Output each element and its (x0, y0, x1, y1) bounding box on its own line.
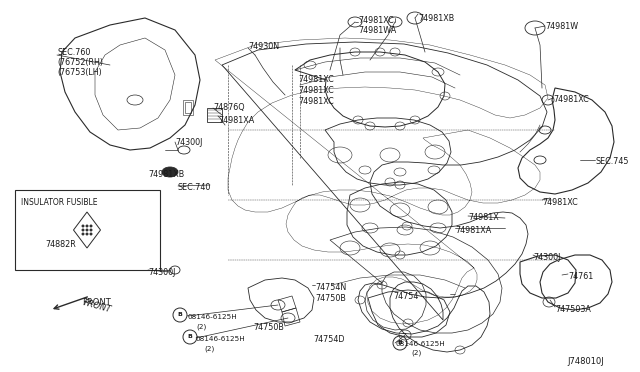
Text: 74981XC: 74981XC (298, 97, 333, 106)
Text: 08146-6125H: 08146-6125H (188, 314, 237, 320)
Text: 74754D: 74754D (313, 335, 344, 344)
Text: 747503A: 747503A (555, 305, 591, 314)
Text: 74750B: 74750B (253, 323, 284, 332)
Text: 74981XA: 74981XA (218, 116, 254, 125)
Ellipse shape (90, 229, 92, 231)
Text: (76753(LH): (76753(LH) (57, 68, 102, 77)
Ellipse shape (82, 225, 84, 227)
Text: 74981W: 74981W (545, 22, 578, 31)
Text: (2): (2) (204, 345, 214, 352)
Text: 74981X: 74981X (468, 213, 499, 222)
Ellipse shape (86, 225, 88, 227)
Ellipse shape (90, 233, 92, 235)
Ellipse shape (82, 233, 84, 235)
Text: 74981XA: 74981XA (455, 226, 492, 235)
Text: 74981XB: 74981XB (148, 170, 184, 179)
Text: 74300J: 74300J (148, 268, 175, 277)
Text: 74981XC: 74981XC (553, 95, 589, 104)
Text: (76752(RH): (76752(RH) (57, 58, 103, 67)
Text: 74981WA: 74981WA (358, 26, 396, 35)
Ellipse shape (90, 225, 92, 227)
Text: 74876Q: 74876Q (213, 103, 244, 112)
Text: FRONT: FRONT (82, 298, 111, 307)
Text: 74882R: 74882R (45, 240, 76, 249)
Text: 08146-6125H: 08146-6125H (395, 341, 445, 347)
Text: SEC.740: SEC.740 (178, 183, 211, 192)
Ellipse shape (86, 229, 88, 231)
Text: FRONT: FRONT (82, 298, 112, 314)
Text: SEC.745: SEC.745 (595, 157, 628, 166)
Text: 74754N: 74754N (315, 283, 346, 292)
Text: 74981XB: 74981XB (418, 14, 454, 23)
Text: 74761: 74761 (568, 272, 593, 281)
Text: 74750B: 74750B (315, 294, 346, 303)
Ellipse shape (86, 233, 88, 235)
Text: 08146-6125H: 08146-6125H (196, 336, 246, 342)
Ellipse shape (82, 229, 84, 231)
Text: 74754: 74754 (393, 292, 419, 301)
Text: 74930N: 74930N (248, 42, 279, 51)
Text: INSULATOR FUSIBLE: INSULATOR FUSIBLE (21, 198, 97, 207)
Text: B: B (397, 340, 403, 346)
Bar (15, 190, 160, 270)
Text: 74981XC: 74981XC (542, 198, 578, 207)
Text: 74981XC: 74981XC (298, 75, 333, 84)
Text: (2): (2) (411, 350, 421, 356)
Text: (2): (2) (196, 323, 206, 330)
Text: B: B (177, 312, 182, 317)
Text: J748010J: J748010J (567, 357, 604, 366)
Ellipse shape (162, 167, 178, 177)
Text: 74300J: 74300J (533, 253, 561, 262)
Text: 74300J: 74300J (175, 138, 202, 147)
Text: 74981XC: 74981XC (298, 86, 333, 95)
Text: 74981XC: 74981XC (358, 16, 394, 25)
Text: B: B (188, 334, 193, 340)
Text: SEC.760: SEC.760 (57, 48, 90, 57)
